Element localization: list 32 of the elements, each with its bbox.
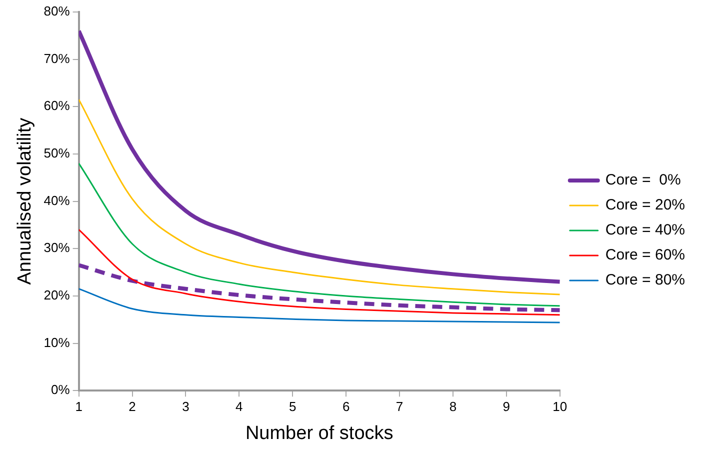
legend-label: Core = 0%	[605, 172, 681, 189]
line-series	[78, 263, 560, 312]
y-tick-label: 10%	[44, 334, 70, 350]
legend-label: Core = 60%	[605, 246, 686, 264]
y-tick-label: 80%	[44, 4, 70, 19]
y-axis-title: Annualised volatility	[14, 117, 36, 285]
x-tick-label: 7	[396, 398, 404, 414]
x-tick-label: 4	[236, 398, 243, 414]
x-tick-label: 10	[552, 398, 568, 414]
legend-label: Core = 20%	[605, 196, 686, 214]
x-tick-label: 6	[342, 398, 350, 414]
y-tick-label: 40%	[44, 192, 70, 208]
x-tick-label: 1	[75, 398, 82, 414]
y-tick-label: 60%	[44, 98, 70, 114]
y-tick-label: 50%	[44, 146, 70, 161]
y-tick-label: 0%	[51, 382, 70, 398]
legend-label: Core = 80%	[605, 272, 686, 289]
line-series	[78, 228, 560, 316]
y-tick-label: 30%	[44, 240, 70, 256]
line-series	[78, 288, 560, 324]
x-axis-title: Number of stocks	[245, 422, 394, 444]
line-series	[78, 28, 560, 284]
y-tick-label: 70%	[44, 50, 70, 66]
x-tick-label: 8	[449, 398, 457, 414]
legend-label: Core = 40%	[605, 222, 686, 239]
x-tick-label: 2	[128, 398, 136, 414]
x-tick-label: 5	[289, 398, 296, 414]
x-tick-label: 3	[182, 398, 190, 414]
x-tick-label: 9	[502, 398, 510, 414]
line-series	[78, 98, 560, 296]
line-series	[78, 162, 560, 307]
y-tick-label: 20%	[44, 288, 70, 303]
